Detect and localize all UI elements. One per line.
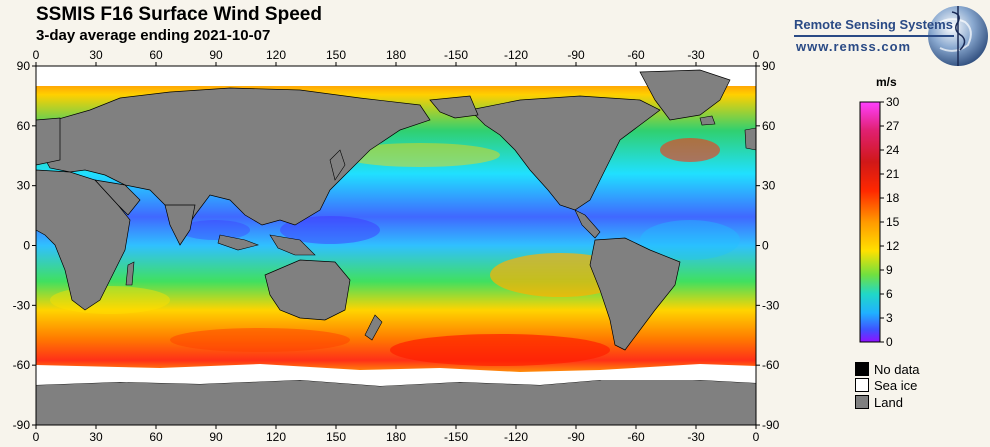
lon-tick-label: 0 [33, 48, 40, 62]
lon-tick-label: 30 [89, 430, 103, 444]
swatch-icon [855, 362, 869, 376]
longitude-ticks-top: 0 30 60 90 120 150 180 -150 -120 -90 -60 -30 0 [33, 48, 760, 66]
swatch-icon [855, 378, 869, 392]
lat-tick-label: -60 [762, 358, 780, 372]
lat-tick-label: 30 [17, 179, 31, 193]
page-subtitle: 3-day average ending 2021-10-07 [36, 27, 271, 44]
swatch-icon [855, 395, 869, 409]
colorbar-tick-label: 18 [886, 191, 900, 205]
longitude-ticks-bottom: 0 30 60 90 120 150 180 -150 -120 -90 -60 -30 0 [33, 425, 760, 444]
colorbar [859, 101, 881, 343]
lon-tick-label: -150 [444, 430, 468, 444]
lon-tick-label: 0 [753, 430, 760, 444]
ocean-wind-field [36, 66, 756, 425]
lat-tick-label: 0 [23, 239, 30, 253]
lat-tick-label: 60 [762, 119, 776, 133]
lon-tick-label: 180 [386, 48, 406, 62]
lon-tick-label: -120 [504, 48, 528, 62]
colorbar-tick-label: 21 [886, 167, 900, 181]
lon-tick-label: -60 [627, 430, 645, 444]
colorbar-tick-label: 24 [886, 143, 900, 157]
lon-tick-label: -90 [567, 48, 585, 62]
lat-tick-label: -90 [13, 418, 31, 432]
globe-logo-icon [928, 6, 988, 66]
legend-no-data: No data [855, 361, 920, 377]
colorbar-tick-label: 30 [886, 95, 900, 109]
colorbar-units: m/s [876, 75, 897, 89]
lon-tick-label: 90 [209, 430, 223, 444]
lat-tick-label: -30 [13, 298, 31, 312]
lat-tick-label: -60 [13, 358, 31, 372]
colorbar-tick-label: 12 [886, 239, 900, 253]
legend-sea-ice: Sea ice [855, 377, 918, 393]
lon-tick-label: 60 [149, 430, 163, 444]
lon-tick-label: -90 [567, 430, 585, 444]
lat-tick-label: -30 [762, 298, 780, 312]
colorbar-tick-label: 3 [886, 311, 893, 325]
lon-tick-label: -150 [444, 48, 468, 62]
brand-divider [794, 35, 954, 37]
lat-tick-label: 90 [762, 59, 776, 73]
page-title: SSMIS F16 Surface Wind Speed [36, 4, 322, 25]
lon-tick-label: 0 [753, 48, 760, 62]
lon-tick-label: -120 [504, 430, 528, 444]
latitude-ticks-left: 90 60 30 0 -30 -60 -90 [13, 59, 36, 432]
lon-tick-label: 60 [149, 48, 163, 62]
legend-label: Sea ice [874, 377, 918, 393]
latitude-ticks-right: 90 60 30 0 -30 -60 -90 [756, 59, 780, 432]
brand-name: Remote Sensing Systems [794, 17, 953, 32]
colorbar-tick-label: 27 [886, 119, 900, 133]
lon-tick-label: 30 [89, 48, 103, 62]
lat-tick-label: 60 [17, 119, 31, 133]
lon-tick-label: 150 [326, 48, 346, 62]
colorbar-tick-label: 15 [886, 215, 900, 229]
lon-tick-label: 120 [266, 48, 286, 62]
legend-land: Land [855, 394, 903, 410]
lon-tick-label: -30 [687, 430, 705, 444]
legend-label: No data [874, 361, 920, 377]
colorbar-tick-label: 9 [886, 263, 893, 277]
lon-tick-label: -30 [687, 48, 705, 62]
colorbar-tick-label: 0 [886, 335, 893, 349]
lat-tick-label: 0 [762, 239, 769, 253]
lat-tick-label: 30 [762, 179, 776, 193]
brand-url: www.remss.com [796, 39, 912, 54]
lon-tick-label: 120 [266, 430, 286, 444]
lat-tick-label: -90 [762, 418, 780, 432]
colorbar-tick-label: 6 [886, 287, 893, 301]
legend-label: Land [874, 394, 903, 410]
lon-tick-label: 180 [386, 430, 406, 444]
lat-tick-label: 90 [17, 59, 31, 73]
lon-tick-label: -60 [627, 48, 645, 62]
lon-tick-label: 90 [209, 48, 223, 62]
lon-tick-label: 0 [33, 430, 40, 444]
lon-tick-label: 150 [326, 430, 346, 444]
